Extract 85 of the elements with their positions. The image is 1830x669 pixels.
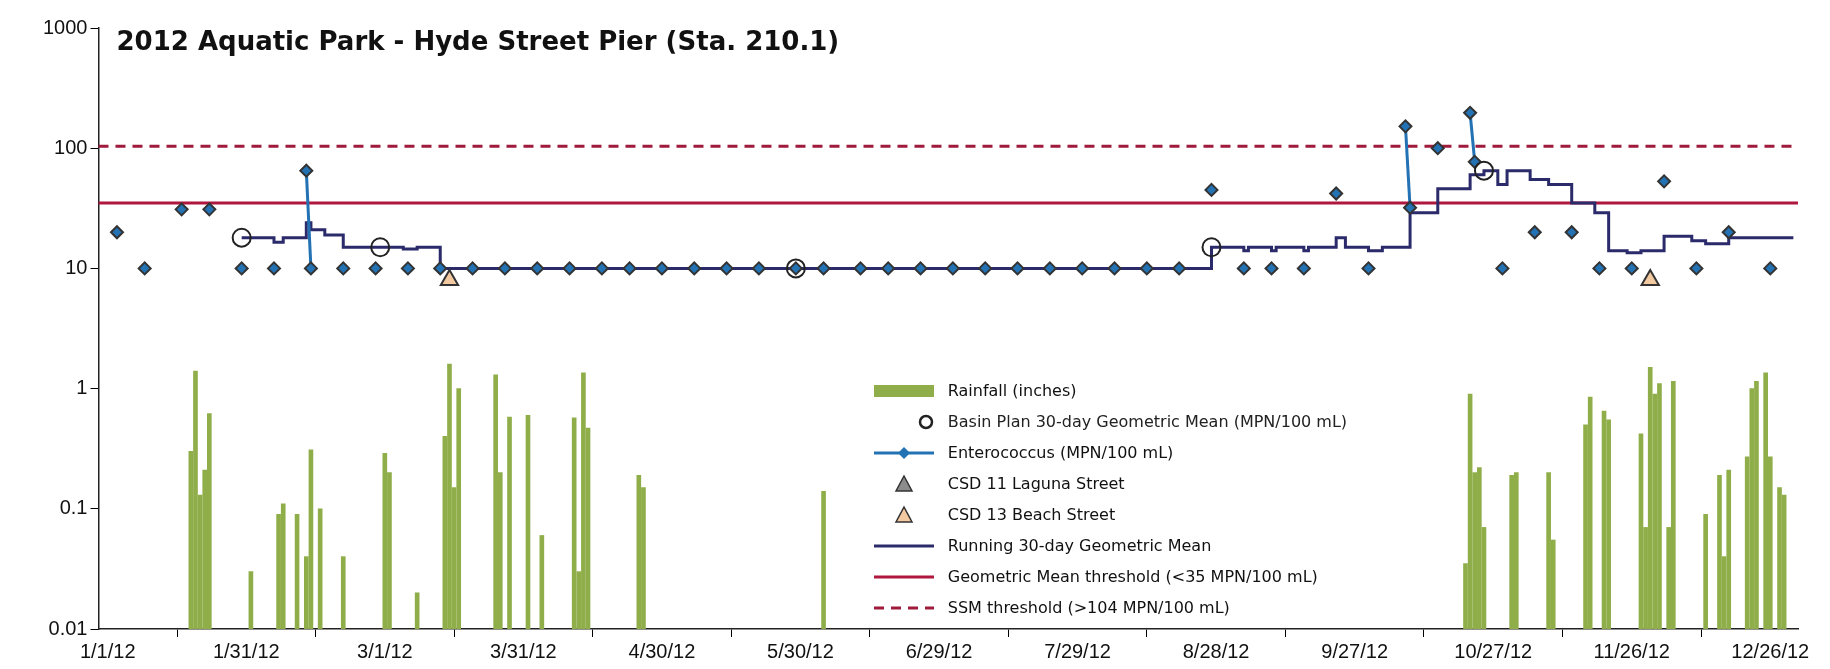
point — [1403, 200, 1418, 215]
point — [562, 261, 577, 276]
point — [1010, 261, 1025, 276]
point — [1763, 261, 1778, 276]
point — [945, 261, 960, 276]
x-tick-label: 5/30/12 — [767, 639, 834, 662]
point — [497, 261, 512, 276]
y-tick-label: 1000 — [42, 15, 88, 38]
point — [687, 261, 702, 276]
point — [1398, 119, 1413, 134]
point — [1042, 261, 1057, 276]
point — [1430, 141, 1445, 156]
point — [465, 261, 480, 276]
point — [368, 261, 383, 276]
x-tick-label: 1/31/12 — [212, 639, 280, 662]
point — [594, 261, 609, 276]
point — [622, 261, 637, 276]
x-tick-label: 9/27/12 — [1321, 639, 1389, 662]
legend-label: SSM threshold (>104 MPN/100 mL) — [947, 598, 1230, 617]
legend-label: Rainfall (inches) — [947, 381, 1077, 400]
x-tick-label: 3/1/12 — [357, 639, 413, 662]
legend-label: Enterococcus (MPN/100 mL) — [947, 443, 1174, 462]
point — [336, 261, 351, 276]
point — [266, 261, 281, 276]
legend-label: Running 30-day Geometric Mean — [947, 536, 1212, 555]
point — [303, 261, 318, 276]
point — [202, 202, 217, 217]
point — [1172, 261, 1187, 276]
point — [370, 237, 391, 258]
point — [1624, 261, 1639, 276]
point — [816, 261, 831, 276]
point — [1264, 261, 1279, 276]
x-tick-label: 4/30/12 — [628, 639, 696, 662]
y-tick-label: 0.01 — [48, 616, 88, 639]
point — [1463, 105, 1478, 120]
point — [530, 261, 545, 276]
chart-title: 2012 Aquatic Park - Hyde Street Pier (Sta. 210.1) — [116, 25, 840, 56]
point — [234, 261, 249, 276]
y-tick-label: 10 — [65, 255, 88, 278]
point — [174, 202, 189, 217]
point — [400, 261, 415, 276]
point — [881, 261, 896, 276]
point — [1361, 261, 1376, 276]
point — [137, 261, 152, 276]
legend-label: CSD 13 Beach Street — [947, 505, 1116, 524]
point — [654, 261, 669, 276]
point — [978, 261, 993, 276]
point — [1075, 261, 1090, 276]
point — [751, 261, 766, 276]
point — [1236, 261, 1251, 276]
point — [1657, 174, 1672, 189]
legend-label: CSD 11 Laguna Street — [947, 474, 1125, 493]
point — [1201, 237, 1222, 258]
point — [1721, 225, 1736, 240]
point — [1592, 261, 1607, 276]
point — [1329, 186, 1344, 201]
x-tick-label: 3/31/12 — [490, 639, 557, 662]
x-tick-label: 10/27/12 — [1454, 639, 1533, 662]
point — [1527, 225, 1542, 240]
point — [719, 261, 734, 276]
point — [1107, 261, 1122, 276]
legend-label: Basin Plan 30-day Geometric Mean (MPN/100 mL) — [947, 412, 1348, 431]
y-tick-label: 1 — [76, 376, 88, 399]
x-tick-label: 11/26/12 — [1593, 639, 1670, 662]
x-tick-label: 7/29/12 — [1044, 639, 1111, 662]
x-tick-label: 8/28/12 — [1182, 639, 1250, 662]
y-tick-label: 0.1 — [59, 496, 88, 519]
x-tick-label: 1/1/12 — [79, 639, 136, 662]
point — [1689, 261, 1704, 276]
point — [1139, 261, 1154, 276]
x-tick-label: 12/26/12 — [1731, 639, 1810, 662]
point — [433, 261, 448, 276]
point — [853, 261, 868, 276]
y-tick-label: 100 — [54, 135, 88, 158]
point — [1564, 225, 1579, 240]
point — [231, 227, 252, 248]
point — [1296, 261, 1311, 276]
point — [1204, 182, 1219, 197]
point — [1495, 261, 1510, 276]
point — [299, 163, 314, 178]
point — [109, 225, 124, 240]
legend-label: Geometric Mean threshold (<35 MPN/100 mL) — [947, 567, 1318, 586]
x-tick-label: 6/29/12 — [905, 639, 973, 662]
point — [913, 261, 928, 276]
point — [1473, 160, 1494, 181]
